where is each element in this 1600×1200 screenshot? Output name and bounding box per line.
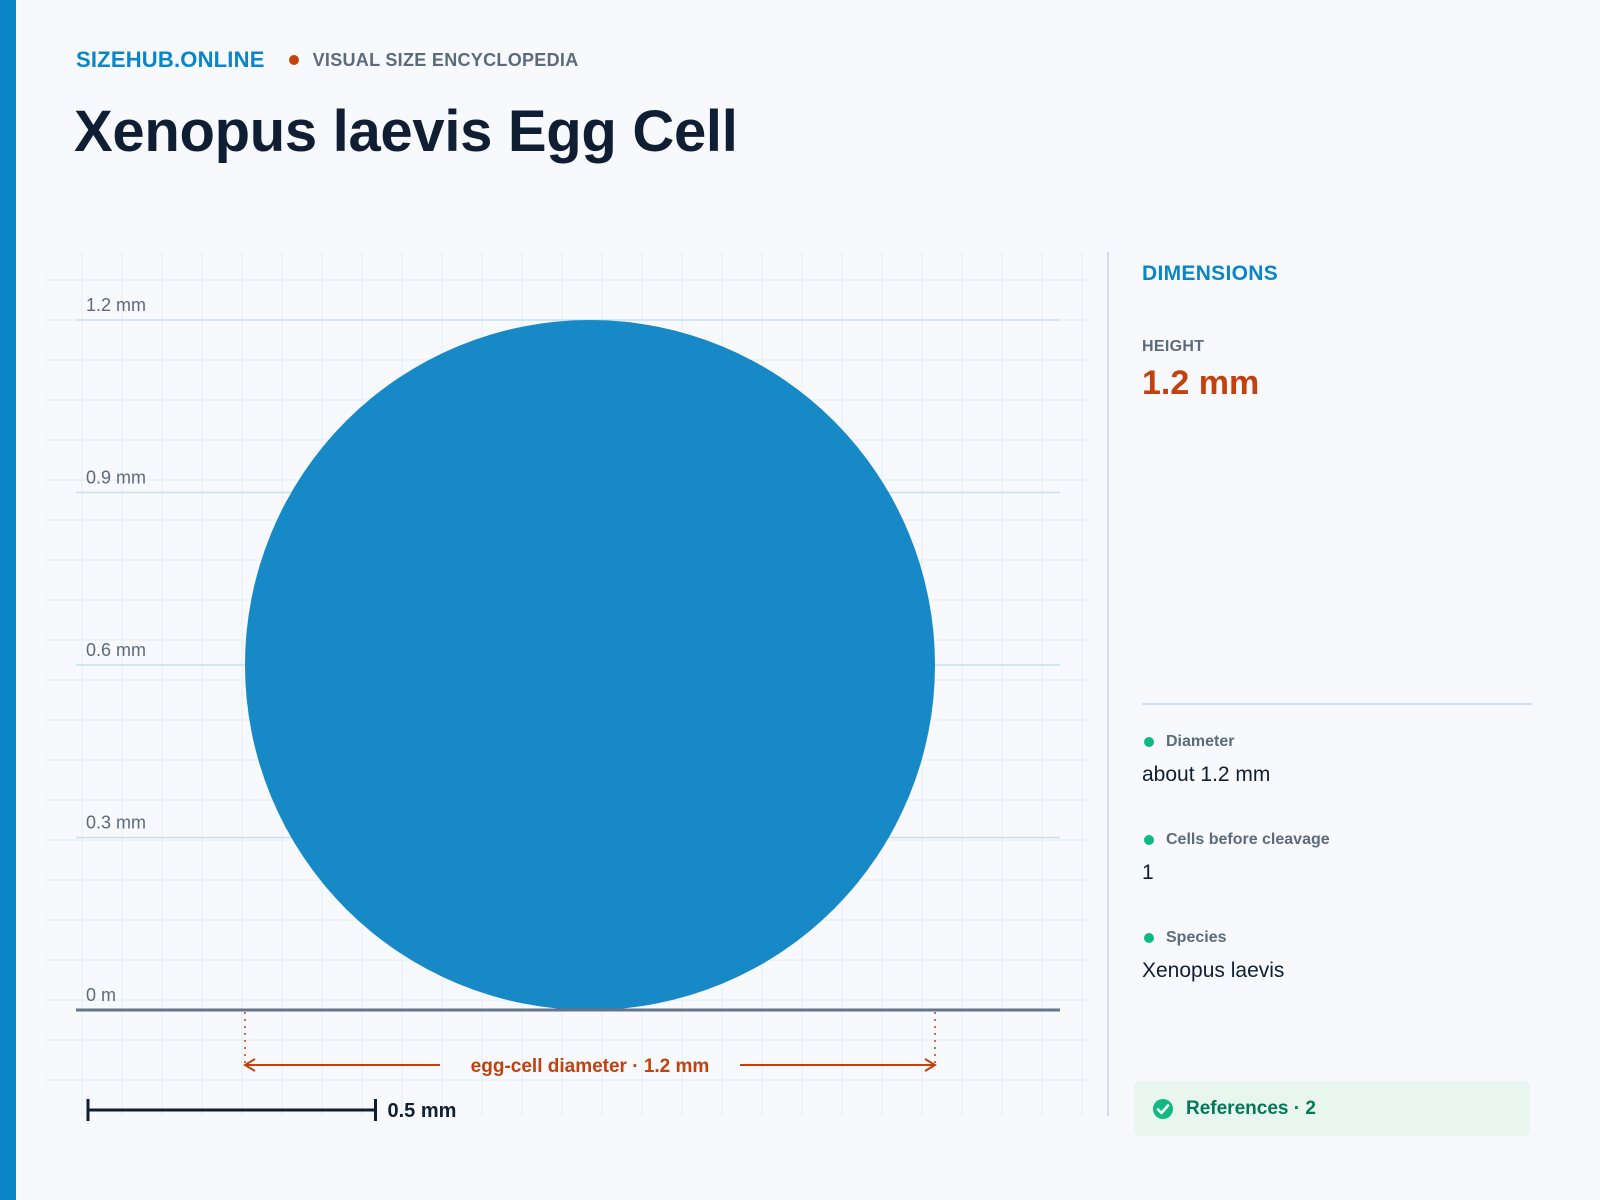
tick-label: 0 m bbox=[86, 985, 116, 1005]
bullet-dot-icon bbox=[1144, 835, 1154, 845]
dimension-label: egg-cell diameter · 1.2 mm bbox=[471, 1056, 710, 1077]
site-brand[interactable]: SIZEHUB.ONLINE bbox=[76, 47, 265, 72]
scale-bar: 0.5 mm bbox=[86, 1099, 457, 1122]
check-circle-icon bbox=[1153, 1098, 1173, 1119]
references-button[interactable]: References · 2 bbox=[1134, 1081, 1530, 1136]
arrow-right-icon bbox=[924, 1058, 937, 1072]
panel-heading: DIMENSIONS bbox=[1142, 262, 1279, 285]
fact-value: about 1.2 mm bbox=[1142, 763, 1271, 786]
fact-label: Species bbox=[1166, 929, 1227, 946]
tick-label: 0.6 mm bbox=[86, 640, 146, 660]
fact-label: Cells before cleavage bbox=[1166, 831, 1330, 848]
tick-label: 1.2 mm bbox=[86, 295, 146, 315]
fact-species: Species Xenopus laevis bbox=[1142, 929, 1532, 983]
separator-dot-icon bbox=[288, 55, 299, 65]
scale-bar-label: 0.5 mm bbox=[388, 1100, 457, 1122]
fact-diameter: Diameter about 1.2 mm bbox=[1142, 733, 1532, 787]
page-title: Xenopus laevis Egg Cell bbox=[74, 99, 738, 164]
references-label: References · 2 bbox=[1186, 1097, 1316, 1119]
tick-label: 0.3 mm bbox=[86, 813, 146, 833]
panel-divider bbox=[1107, 252, 1109, 1116]
dimensions-panel: DIMENSIONS HEIGHT 1.2 mm bbox=[1142, 262, 1532, 402]
accent-bar bbox=[0, 0, 16, 1200]
fact-label: Diameter bbox=[1166, 733, 1235, 750]
egg-cell-shape bbox=[245, 320, 935, 1010]
panel-rule bbox=[1142, 703, 1532, 705]
bullet-dot-icon bbox=[1144, 933, 1154, 943]
size-diagram: 1.2 mm 0.9 mm 0.6 mm 0.3 mm 0 m egg-cell dia… bbox=[44, 252, 1092, 1122]
arrow-left-icon bbox=[243, 1058, 256, 1072]
height-value: 1.2 mm bbox=[1142, 364, 1260, 402]
tick-label: 0.9 mm bbox=[86, 468, 146, 488]
site-header: SIZEHUB.ONLINE VISUAL SIZE ENCYCLOPEDIA bbox=[76, 47, 579, 73]
bullet-dot-icon bbox=[1144, 737, 1154, 747]
diameter-dimension: egg-cell diameter · 1.2 mm bbox=[243, 1012, 937, 1077]
fact-value: Xenopus laevis bbox=[1142, 959, 1285, 982]
fact-value: 1 bbox=[1142, 861, 1154, 884]
site-tagline: VISUAL SIZE ENCYCLOPEDIA bbox=[312, 49, 579, 70]
height-label: HEIGHT bbox=[1142, 338, 1205, 355]
fact-cells: Cells before cleavage 1 bbox=[1142, 831, 1532, 885]
